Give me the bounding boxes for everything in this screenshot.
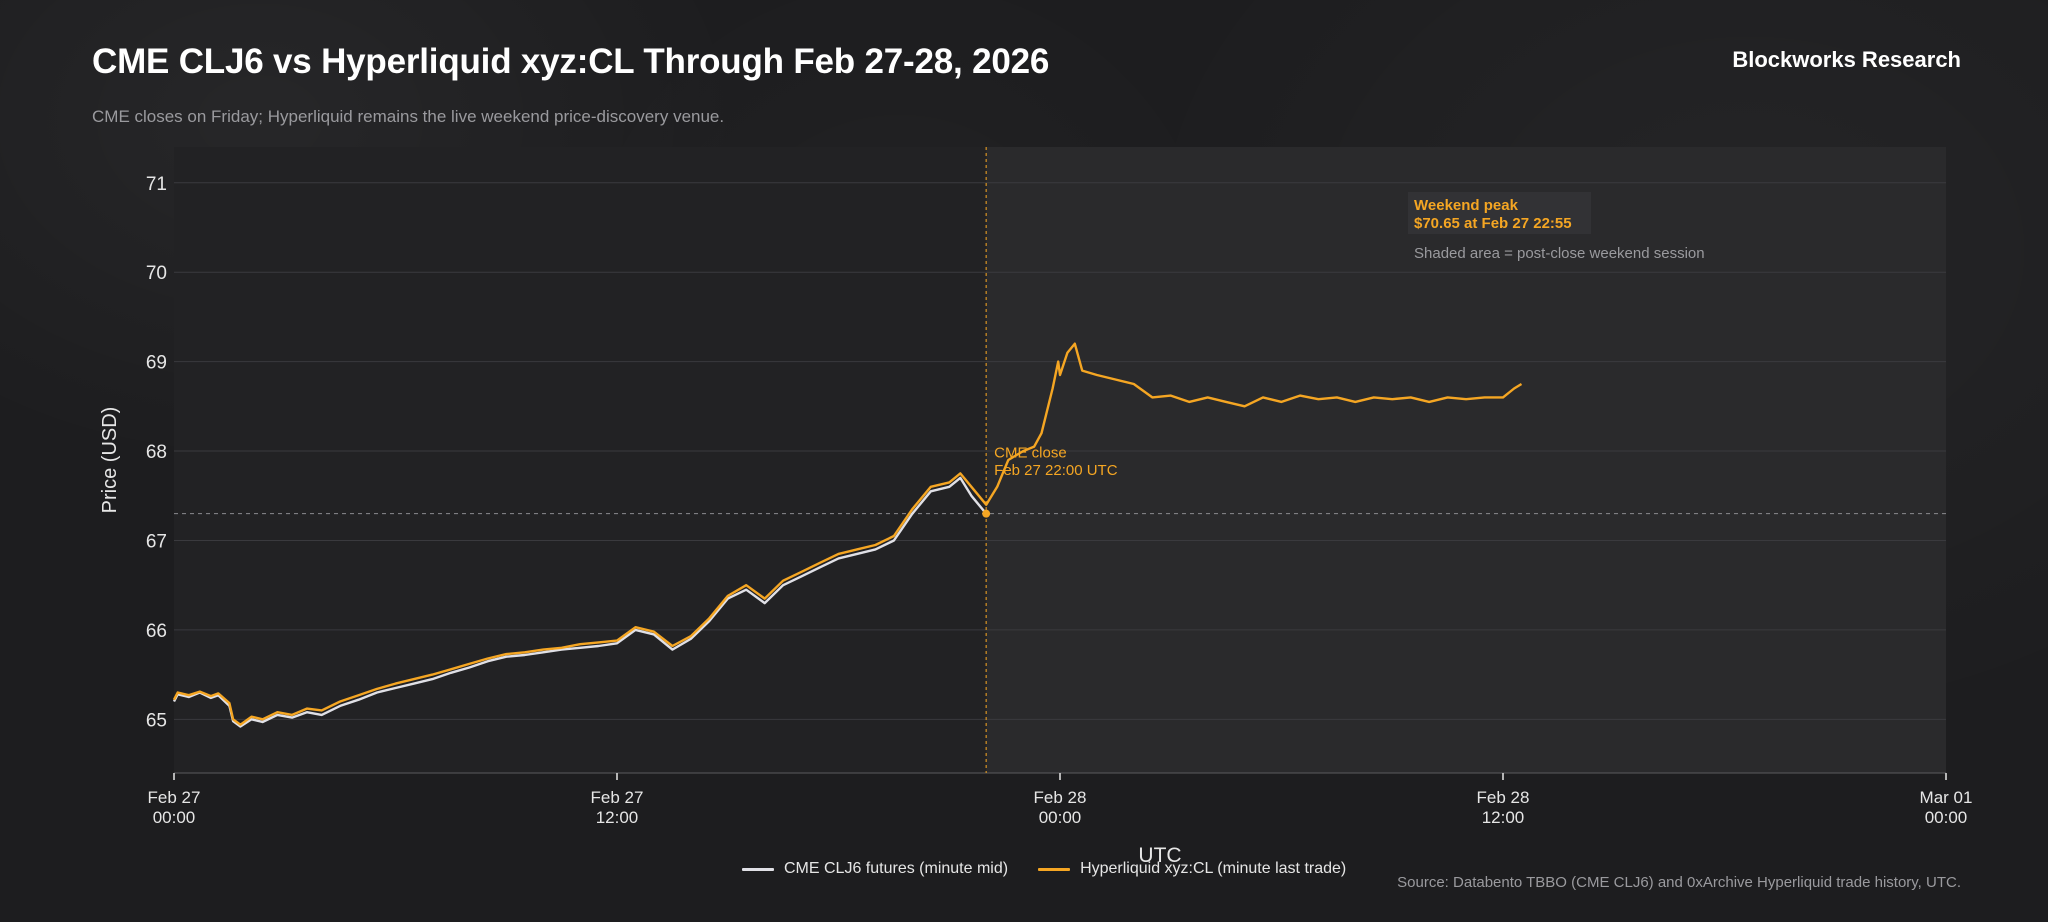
y-tick-label: 66 [146, 621, 167, 642]
x-tick-label-date: Feb 28 [1034, 788, 1087, 807]
x-tick-label-time: 12:00 [1482, 808, 1525, 827]
y-tick-label: 68 [146, 442, 167, 463]
x-axis-title: UTC [1138, 844, 1181, 867]
x-tick-label-date: Feb 27 [591, 788, 644, 807]
x-tick-label-date: Feb 27 [148, 788, 201, 807]
legend-swatch-hyperliquid [1038, 867, 1071, 871]
y-tick-label: 69 [146, 353, 167, 374]
chart-title: CME CLJ6 vs Hyperliquid xyz:CL Through F… [92, 42, 1050, 81]
source-note: Source: Databento TBBO (CME CLJ6) and 0x… [1397, 874, 1961, 891]
peak-annotation-line2: $70.65 at Feb 27 22:55 [1414, 215, 1572, 232]
shaded-area-note: Shaded area = post-close weekend session [1414, 245, 1705, 262]
legend-label-cme: CME CLJ6 futures (minute mid) [784, 860, 1009, 877]
legend-item-hyperliquid: Hyperliquid xyz:CL (minute last trade) [1038, 860, 1346, 878]
chart-subtitle: CME closes on Friday; Hyperliquid remain… [92, 107, 725, 126]
y-tick-label: 71 [146, 174, 167, 195]
x-tick-label-time: 12:00 [596, 808, 639, 827]
y-axis-title: Price (USD) [99, 407, 121, 514]
x-tick-label-time: 00:00 [153, 808, 196, 827]
y-tick-label: 65 [146, 710, 167, 731]
x-tick-label-time: 00:00 [1925, 808, 1968, 827]
weekend-shaded-region [986, 147, 1946, 773]
legend-label-hyperliquid: Hyperliquid xyz:CL (minute last trade) [1080, 860, 1347, 877]
y-tick-label: 67 [146, 531, 167, 552]
peak-annotation-box [1408, 192, 1591, 234]
peak-annotation-line1: Weekend peak [1414, 197, 1519, 214]
brand-logo-text: Blockworks Research [1732, 47, 1961, 72]
x-tick-label-date: Mar 01 [1920, 788, 1973, 807]
legend-swatch-cme [742, 867, 774, 871]
x-tick-label-date: Feb 28 [1477, 788, 1530, 807]
cme-close-marker [982, 509, 991, 518]
cme-close-annotation-line1: CME close [994, 444, 1067, 461]
x-tick-label-time: 00:00 [1039, 808, 1082, 827]
legend: CME CLJ6 futures (minute mid) Hyperliqui… [742, 860, 1346, 878]
legend-item-cme: CME CLJ6 futures (minute mid) [742, 860, 1008, 878]
cme-close-annotation-line2: Feb 27 22:00 UTC [994, 462, 1118, 479]
y-tick-label: 70 [146, 263, 167, 284]
series-line-hyperliquid [172, 342, 1523, 726]
series-line-cme [172, 476, 988, 728]
